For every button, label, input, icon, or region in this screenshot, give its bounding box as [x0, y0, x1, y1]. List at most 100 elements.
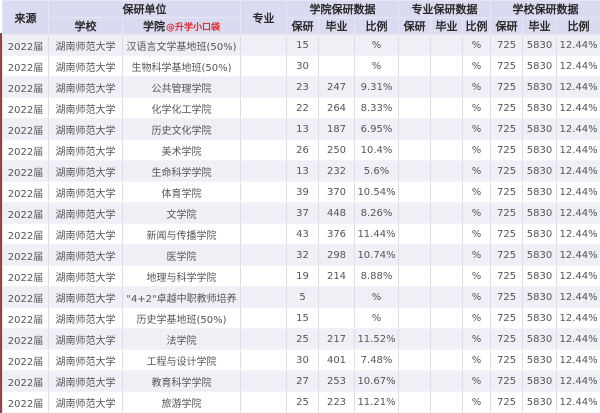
cell-s_by: 725 — [490, 76, 524, 98]
cell-s_by: 725 — [490, 97, 524, 119]
cell-m_bl: % — [462, 118, 492, 140]
cell-major — [240, 391, 287, 413]
cell-m_bl: % — [462, 265, 492, 287]
cell-major — [240, 244, 287, 266]
cell-s_by: 725 — [490, 370, 524, 392]
cell-s_bi: 5830 — [522, 181, 558, 203]
col-header-college-ratio: 比例 — [353, 17, 400, 35]
cell-c_bi: 223 — [318, 391, 355, 413]
cell-s_bi: 5830 — [522, 244, 558, 266]
cell-school: 湖南师范大学 — [48, 349, 123, 371]
cell-source: 2022届 — [2, 97, 49, 119]
cell-s_by: 725 — [490, 160, 524, 182]
col-header-unit-group: 保研单位 — [48, 0, 241, 18]
cell-c_bi — [318, 55, 355, 77]
cell-c_bi: 187 — [318, 118, 355, 140]
cell-college: 历史文化学院 — [122, 118, 241, 140]
cell-source: 2022届 — [2, 265, 49, 287]
cell-college: 汉语言文学基地班(50%) — [122, 34, 241, 56]
cell-m_bl: % — [462, 202, 492, 224]
cell-major — [240, 97, 287, 119]
cell-c_bl: 11.44% — [353, 223, 400, 245]
col-header-major-graduate: 毕业 — [430, 17, 464, 35]
cell-s_by: 725 — [490, 181, 524, 203]
cell-m_by — [398, 139, 432, 161]
cell-m_by — [398, 202, 432, 224]
cell-c_bl: % — [353, 307, 400, 329]
cell-s_bi: 5830 — [522, 97, 558, 119]
cell-source: 2022届 — [2, 139, 49, 161]
cell-source: 2022届 — [2, 244, 49, 266]
cell-m_bl: % — [462, 223, 492, 245]
cell-s_bi: 5830 — [522, 223, 558, 245]
cell-c_by: 43 — [286, 223, 319, 245]
table-row: 2022届 湖南师范大学 新闻与传播学院 43 376 11.44%% 725 5830 12.… — [2, 223, 600, 245]
cell-major — [240, 307, 287, 329]
cell-c_bl: 8.88% — [353, 265, 400, 287]
cell-m_by — [398, 328, 432, 350]
cell-c_by: 19 — [286, 265, 319, 287]
cell-s_bl: 12.44% — [556, 160, 600, 182]
cell-m_bl: % — [462, 391, 492, 413]
cell-school: 湖南师范大学 — [48, 307, 123, 329]
table-body: 2022届 湖南师范大学 汉语言文学基地班(50%) 15%% 725 5830 12.44… — [2, 34, 600, 413]
cell-m_bi — [430, 139, 464, 161]
cell-m_bl: % — [462, 328, 492, 350]
cell-m_bi — [430, 181, 464, 203]
cell-school: 湖南师范大学 — [48, 265, 123, 287]
cell-c_bi: 264 — [318, 97, 355, 119]
cell-college: "4+2"卓越中职教师培养 — [122, 286, 241, 308]
table-row: 2022届 湖南师范大学 生物科学基地班(50%) 30%% 725 5830 12.44% — [2, 55, 600, 77]
cell-s_by: 725 — [490, 349, 524, 371]
watermark-label: @升学小口袋 — [165, 23, 220, 33]
cell-school: 湖南师范大学 — [48, 286, 123, 308]
cell-m_by — [398, 118, 432, 140]
cell-s_bi: 5830 — [522, 160, 558, 182]
table-row: 2022届 湖南师范大学 生命科学学院 13 232 5.6%% 725 5830 12.44% — [2, 160, 600, 182]
cell-m_bl: % — [462, 97, 492, 119]
cell-major — [240, 328, 287, 350]
cell-m_bl: % — [462, 160, 492, 182]
table-row: 2022届 湖南师范大学 "4+2"卓越中职教师培养 5%% 725 5830 12.44% — [2, 286, 600, 308]
cell-s_bl: 12.44% — [556, 181, 600, 203]
cell-m_bi — [430, 391, 464, 413]
cell-m_bi — [430, 55, 464, 77]
cell-m_bi — [430, 286, 464, 308]
cell-source: 2022届 — [2, 55, 49, 77]
cell-m_bl: % — [462, 244, 492, 266]
cell-source: 2022届 — [2, 202, 49, 224]
cell-s_bl: 12.44% — [556, 391, 600, 413]
cell-m_bi — [430, 118, 464, 140]
col-header-major-ratio: 比例 — [462, 17, 492, 35]
cell-m_bi — [430, 370, 464, 392]
cell-major — [240, 286, 287, 308]
cell-college: 工程与设计学院 — [122, 349, 241, 371]
cell-s_bl: 12.44% — [556, 223, 600, 245]
cell-m_bl: % — [462, 76, 492, 98]
cell-m_by — [398, 76, 432, 98]
cell-c_by: 30 — [286, 55, 319, 77]
cell-s_bl: 12.44% — [556, 349, 600, 371]
cell-s_bl: 12.44% — [556, 370, 600, 392]
cell-s_bi: 5830 — [522, 265, 558, 287]
cell-major — [240, 265, 287, 287]
cell-m_bi — [430, 34, 464, 56]
table-row: 2022届 湖南师范大学 体育学院 39 370 10.54%% 725 5830 12.44% — [2, 181, 600, 203]
cell-source: 2022届 — [2, 370, 49, 392]
cell-m_by — [398, 223, 432, 245]
col-header-college-recommend: 保研 — [286, 17, 319, 35]
cell-s_by: 725 — [490, 55, 524, 77]
cell-school: 湖南师范大学 — [48, 244, 123, 266]
cell-c_by: 39 — [286, 181, 319, 203]
cell-m_bl: % — [462, 286, 492, 308]
col-header-college: 学院@升学小口袋 — [122, 17, 241, 35]
cell-major — [240, 139, 287, 161]
left-edge-accent — [0, 33, 2, 413]
cell-c_bi: 253 — [318, 370, 355, 392]
cell-s_bi: 5830 — [522, 328, 558, 350]
cell-major — [240, 349, 287, 371]
cell-m_by — [398, 391, 432, 413]
cell-c_bl: 9.31% — [353, 76, 400, 98]
cell-college: 美术学院 — [122, 139, 241, 161]
cell-s_by: 725 — [490, 307, 524, 329]
